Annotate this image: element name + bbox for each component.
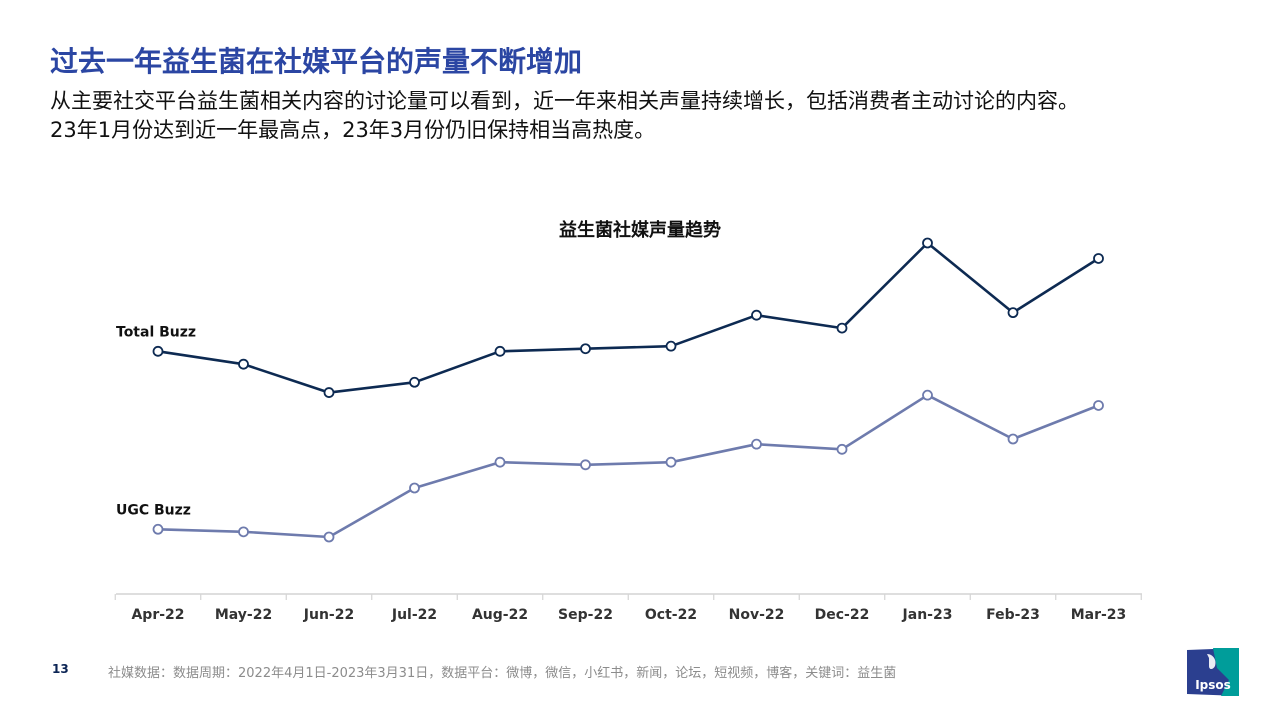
series-points <box>152 237 1104 543</box>
x-tick-label: Jun-22 <box>303 607 354 623</box>
footnote: 社媒数据：数据周期：2022年4月1日-2023年3月31日，数据平台：微博，微… <box>108 666 897 681</box>
data-point <box>1093 400 1104 411</box>
x-axis-labels: Apr-22 May-22 Jun-22 Jul-22 Aug-22 Sep-22 Oct-… <box>131 607 1126 623</box>
data-point <box>836 322 848 334</box>
series-lines <box>157 241 1100 539</box>
data-point <box>238 526 249 538</box>
x-tick-label: Apr-22 <box>131 607 184 623</box>
data-point <box>323 531 335 543</box>
ipsos-logo: Ipsos <box>1187 648 1239 696</box>
data-point <box>836 443 848 455</box>
data-point <box>494 456 506 468</box>
x-tick-label: Feb-23 <box>986 607 1040 623</box>
data-point <box>1093 253 1104 264</box>
x-tick-label: Jul-22 <box>391 607 437 623</box>
chart-title: 益生菌社媒声量趋势 <box>559 219 721 241</box>
data-point <box>751 438 762 450</box>
subtitle-line-2: 23年1月份达到近一年最高点，23年3月份仍旧保持相当高热度。 <box>50 118 656 142</box>
x-tick-label: Aug-22 <box>472 607 528 623</box>
data-point <box>409 482 420 494</box>
data-point <box>580 343 591 355</box>
data-point <box>238 358 249 370</box>
data-point <box>409 376 420 388</box>
data-point <box>922 237 933 249</box>
x-tick-label: Jan-23 <box>902 607 953 623</box>
page-title: 过去一年益生菌在社媒平台的声量不断增加 <box>50 45 583 78</box>
logo-text: Ipsos <box>1195 678 1231 692</box>
data-point <box>152 523 164 535</box>
x-tick-label: Sep-22 <box>558 607 613 623</box>
data-point <box>665 340 677 352</box>
series-label: Total Buzz <box>116 324 196 340</box>
data-point <box>665 456 677 468</box>
data-point <box>580 459 591 471</box>
data-point <box>1007 433 1019 445</box>
x-tick-label: May-22 <box>215 607 272 623</box>
x-tick-label: Nov-22 <box>729 607 785 623</box>
x-axis-ticks <box>114 594 1142 600</box>
data-point <box>323 387 335 398</box>
series-label: UGC Buzz <box>116 502 191 518</box>
data-point <box>152 345 164 357</box>
x-tick-label: Oct-22 <box>645 607 697 623</box>
data-point <box>1007 307 1019 319</box>
x-tick-label: Dec-22 <box>815 607 870 623</box>
page-number: 13 <box>52 662 69 676</box>
page-subtitle: 从主要社交平台益生菌相关内容的讨论量可以看到，近一年来相关声量持续增长，包括消费… <box>50 87 1250 145</box>
data-point <box>751 309 762 321</box>
series-line <box>157 241 1100 394</box>
series-labels: Total Buzz UGC Buzz <box>116 324 196 518</box>
series-line <box>157 393 1099 539</box>
x-tick-label: Mar-23 <box>1071 607 1127 623</box>
data-point <box>922 389 933 401</box>
data-point <box>494 345 506 357</box>
subtitle-line-1: 从主要社交平台益生菌相关内容的讨论量可以看到，近一年来相关声量持续增长，包括消费… <box>50 89 1079 113</box>
